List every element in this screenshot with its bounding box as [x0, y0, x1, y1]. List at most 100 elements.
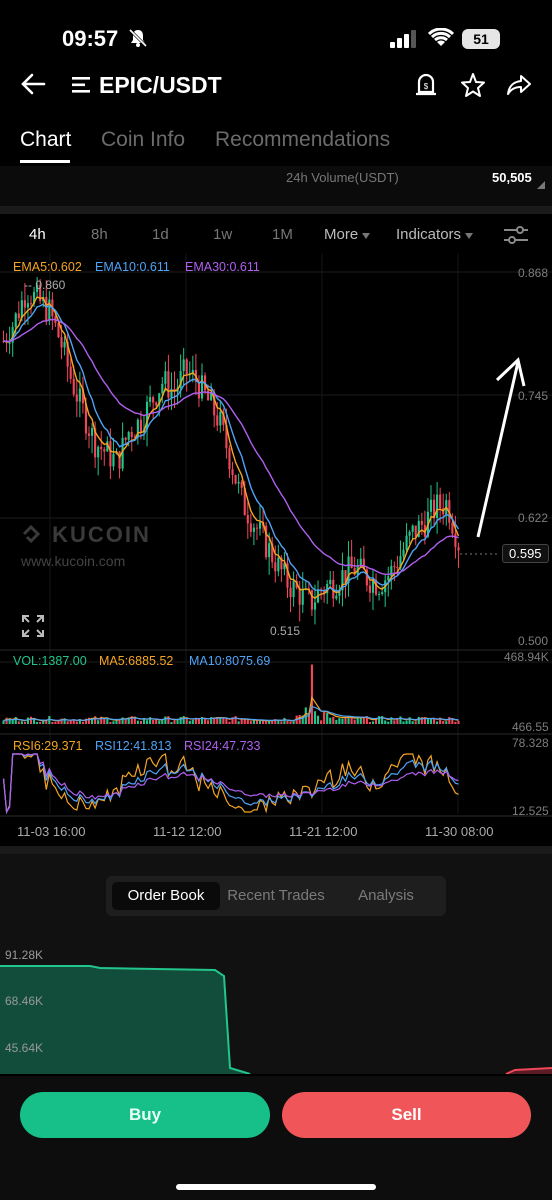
candle-body	[420, 520, 423, 526]
volume-bar	[365, 716, 368, 724]
volume-bar	[194, 717, 197, 724]
more-dropdown[interactable]: More	[324, 226, 371, 243]
fullscreen-icon[interactable]	[22, 615, 44, 642]
volume-bar	[11, 719, 14, 724]
candle-body	[344, 570, 347, 583]
candle-body	[405, 535, 408, 550]
price-alert-icon[interactable]: $	[414, 72, 438, 103]
volume-bar	[130, 716, 133, 724]
candle-body	[258, 522, 262, 529]
volume-bar	[121, 717, 124, 724]
rsi24-label: RSI24:47.733	[184, 739, 261, 753]
candle-body	[402, 549, 405, 557]
interval-1d[interactable]: 1d	[152, 226, 169, 243]
candle-body	[63, 341, 66, 348]
volume-bar	[216, 716, 219, 724]
volume-bar	[268, 720, 271, 724]
tab-chart[interactable]: Chart	[20, 128, 72, 151]
price-axis-label: 0.745	[518, 389, 549, 403]
candle-body	[313, 602, 317, 610]
candle-body	[26, 303, 30, 308]
candle-body	[243, 487, 246, 516]
kucoin-watermark: KUCOIN	[20, 522, 151, 548]
volume-bar	[66, 721, 69, 724]
candle-body	[393, 566, 396, 568]
candle-body	[408, 531, 411, 536]
back-arrow-icon[interactable]	[20, 72, 46, 101]
volume-bar	[356, 716, 359, 724]
candle-body	[390, 566, 393, 577]
volume-bar	[439, 717, 442, 724]
sell-button[interactable]: Sell	[282, 1092, 531, 1138]
candle-body	[164, 371, 167, 384]
pair-title[interactable]: EPIC/USDT	[99, 72, 222, 98]
candle-body	[94, 428, 97, 458]
candle-body	[277, 557, 280, 572]
tab-recent-trades[interactable]: Recent Trades	[227, 887, 325, 904]
volume-bar	[310, 664, 313, 724]
candle-body	[249, 523, 252, 532]
candle-body	[197, 381, 201, 399]
volume-bar	[197, 718, 201, 724]
chart-settings-icon[interactable]	[504, 225, 528, 250]
volume-bar	[69, 720, 72, 724]
candle-body	[133, 437, 136, 439]
tab-recommendations[interactable]: Recommendations	[215, 128, 391, 151]
volume-bar	[335, 719, 338, 724]
candle-body	[359, 558, 362, 566]
volume-bar	[91, 717, 94, 724]
buy-button[interactable]: Buy	[20, 1092, 270, 1138]
candle-body	[130, 432, 133, 438]
candle-body	[411, 525, 414, 532]
rsi6-line	[2, 753, 459, 815]
volume-bar	[265, 721, 268, 724]
candle-body	[323, 590, 326, 594]
volume-bar	[152, 719, 155, 724]
volume-bar	[289, 721, 292, 724]
volume-bar	[249, 721, 252, 724]
candle-body	[368, 585, 371, 593]
candle-body	[158, 393, 161, 406]
candle-body	[280, 557, 283, 570]
candle-body	[326, 583, 329, 594]
candle-body	[207, 390, 210, 401]
candle-body	[298, 587, 301, 605]
volume-bar	[374, 718, 378, 724]
volume-bar	[155, 719, 158, 724]
status-time: 09:57	[62, 26, 119, 51]
candle-body	[29, 303, 33, 305]
share-icon[interactable]	[506, 72, 532, 103]
volume-bar	[420, 717, 423, 724]
candle-body	[347, 556, 350, 583]
rsi24-line	[2, 753, 459, 814]
candle-body	[381, 592, 384, 594]
volume-bar	[39, 721, 42, 724]
candle-body	[228, 448, 231, 470]
favorite-star-icon[interactable]	[460, 72, 486, 103]
candle-body	[362, 558, 365, 570]
interval-1m[interactable]: 1M	[272, 226, 293, 243]
volume-bar	[255, 720, 259, 724]
candle-body	[60, 337, 63, 348]
volume-bar	[72, 719, 75, 724]
indicators-dropdown[interactable]: Indicators	[396, 226, 474, 243]
candle-body	[91, 428, 94, 436]
caret-icon	[537, 176, 545, 194]
interval-8h[interactable]: 8h	[91, 226, 108, 243]
interval-4h[interactable]: 4h	[29, 226, 46, 243]
menu-lines-icon[interactable]	[72, 76, 92, 99]
volume-bar	[405, 720, 408, 724]
volume-bar	[210, 717, 213, 724]
candle-body	[78, 388, 81, 402]
candle-body	[252, 527, 255, 532]
tab-coin-info[interactable]: Coin Info	[101, 128, 186, 151]
candle-body	[436, 494, 439, 518]
volume-bar	[313, 711, 317, 724]
tab-analysis[interactable]: Analysis	[358, 887, 414, 904]
price-chart[interactable]: EMA5:0.602 EMA10:0.611 EMA30:0.611 0.868…	[0, 254, 552, 846]
chart-canvas[interactable]	[0, 254, 552, 846]
interval-1w[interactable]: 1w	[213, 226, 233, 243]
volume-bar	[368, 721, 371, 724]
tab-order-book[interactable]: Order Book	[112, 882, 220, 910]
volume-bar	[298, 714, 301, 724]
